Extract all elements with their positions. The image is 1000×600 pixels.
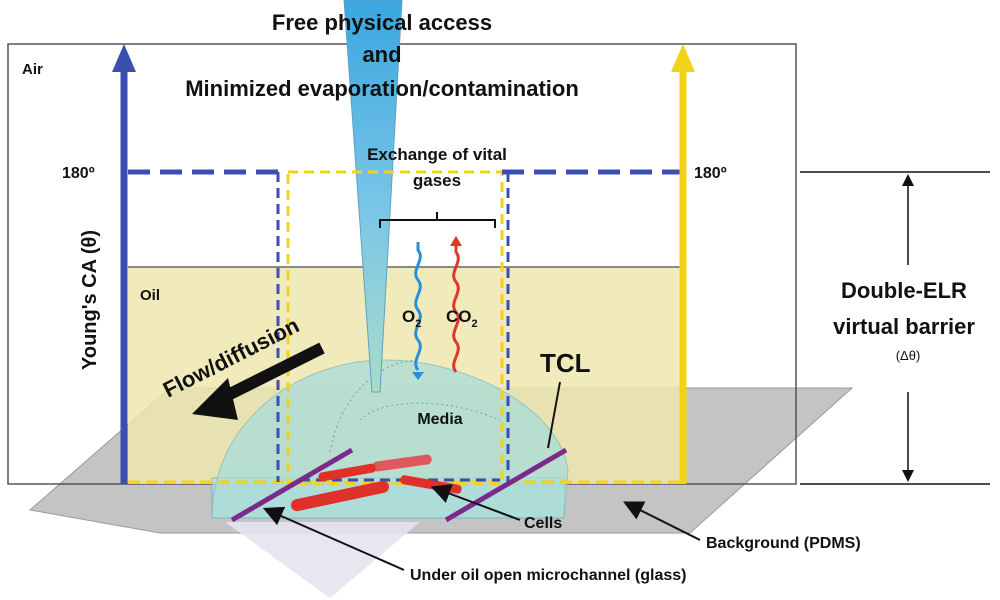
tcl-pointer [547,381,561,449]
barrier-arrowhead-up [902,174,914,186]
co2-wave [452,246,460,373]
cell-1 [372,454,432,472]
pipette [343,0,403,393]
media-drop-edge [359,402,501,421]
co2-label: CO2 [446,307,478,330]
cell-2 [318,463,376,482]
tcl-label: TCL [540,348,591,378]
barrier-arrowhead-down [902,470,914,482]
barrier-label-2: virtual barrier [833,314,975,339]
header-line2: and [362,42,401,67]
air-label: Air [22,61,43,78]
microchannel-pointer [262,506,405,571]
cells-pointer [430,484,521,521]
o2-arrowhead [412,372,424,380]
barrier-delta-label: (Δθ) [896,348,921,363]
o2-label: O2 [402,307,421,330]
exchange-label-2: gases [413,171,461,190]
co2-arrowhead [450,236,462,246]
exchange-bracket [379,212,496,228]
background-label: Background (PDMS) [706,535,861,552]
angle-right-label: 180º [694,165,727,182]
microchannel-label: Under oil open microchannel (glass) [410,567,687,584]
cells-label: Cells [524,515,562,532]
background-pointer [623,501,701,541]
channel-shadow [225,522,420,598]
cell-3 [290,480,390,512]
right-axis-arrowhead [671,44,695,72]
y-axis-label: Young's CA (θ) [79,230,101,370]
header-line1: Free physical access [272,10,492,35]
left-axis-arrowhead [112,44,136,72]
oil-label: Oil [140,287,160,304]
o2-wave [414,242,422,371]
exchange-label-1: Exchange of vital [367,145,507,164]
tcl-line-left [230,447,354,523]
angle-left-label: 180º [62,165,95,182]
barrier-label-1: Double-ELR [841,278,967,303]
header-line3: Minimized evaporation/contamination [185,76,579,101]
tcl-line-right [444,447,568,523]
flow-arrow [215,342,325,406]
media-drop-back [329,359,421,453]
yellow-dashed-barrier [286,170,504,486]
flow-arrowhead [192,378,238,420]
media-label: Media [417,411,462,428]
